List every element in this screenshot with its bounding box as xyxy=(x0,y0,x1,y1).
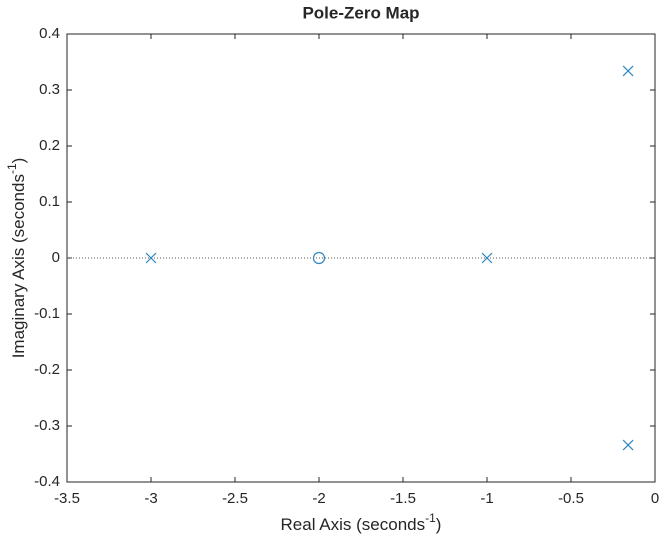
y-tick-label: 0.2 xyxy=(39,137,60,154)
x-label-superscript: -1 xyxy=(425,511,436,525)
y-label-text: Imaginary Axis (seconds xyxy=(9,174,28,358)
x-axis-label: Real Axis (seconds-1) xyxy=(281,511,442,534)
y-tick-label: -0.4 xyxy=(34,473,60,490)
pole-marker xyxy=(481,252,493,264)
y-tick-label: -0.3 xyxy=(34,417,60,434)
pole-marker xyxy=(145,252,157,264)
x-tick-label: -1.5 xyxy=(390,490,416,507)
chart-title: Pole-Zero Map xyxy=(302,3,419,22)
y-tick-label: 0.1 xyxy=(39,193,60,210)
y-tick-label: 0 xyxy=(52,249,60,266)
y-axis-label: Imaginary Axis (seconds-1) xyxy=(5,158,28,359)
y-label-suffix: ) xyxy=(9,158,28,164)
x-label-text: Real Axis (seconds xyxy=(281,515,426,534)
zero-marker xyxy=(312,251,326,265)
y-tick-label: 0.3 xyxy=(39,81,60,98)
y-tick-label: -0.2 xyxy=(34,361,60,378)
x-tick-label: -3.5 xyxy=(54,490,80,507)
pole-marker xyxy=(622,65,634,77)
x-tick-label: -1 xyxy=(480,490,493,507)
x-tick-label: -2 xyxy=(312,490,325,507)
y-tick-label: -0.1 xyxy=(34,305,60,322)
x-tick-label: -0.5 xyxy=(558,490,584,507)
x-tick-label: 0 xyxy=(651,490,659,507)
x-label-suffix: ) xyxy=(436,515,442,534)
x-tick-label: -3 xyxy=(144,490,157,507)
x-tick-label: -2.5 xyxy=(222,490,248,507)
y-tick-label: 0.4 xyxy=(39,25,60,42)
pole-marker xyxy=(622,439,634,451)
y-label-superscript: -1 xyxy=(5,163,19,174)
